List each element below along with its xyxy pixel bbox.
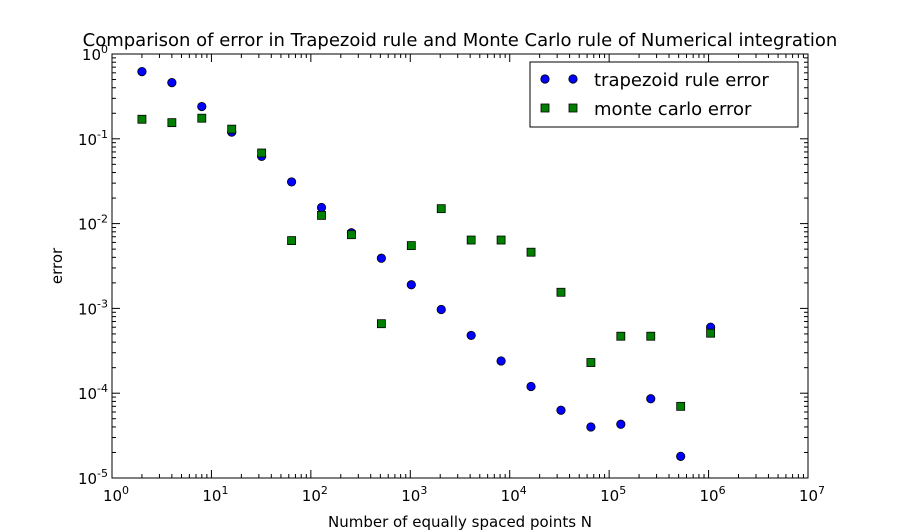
data-point-trapezoid xyxy=(466,330,476,341)
data-point-trapezoid xyxy=(286,177,297,187)
y-tick-label: 100 xyxy=(82,43,108,64)
data-point-trapezoid xyxy=(556,405,566,415)
legend-marker-monte-carlo xyxy=(568,103,578,113)
data-point-trapezoid xyxy=(167,77,177,88)
data-point-trapezoid xyxy=(586,422,596,432)
data-point-monte-carlo xyxy=(616,331,626,341)
data-point-monte-carlo xyxy=(496,235,506,245)
y-tick-label: 10-5 xyxy=(78,467,108,488)
data-point-trapezoid xyxy=(436,304,446,315)
legend: trapezoid rule error monte carlo error xyxy=(529,61,799,128)
data-point-monte-carlo xyxy=(436,204,446,214)
x-tick-label: 106 xyxy=(700,484,726,505)
data-point-trapezoid xyxy=(137,67,147,77)
data-point-monte-carlo xyxy=(706,328,716,338)
series-monte-carlo xyxy=(137,113,716,411)
x-tick-label: 105 xyxy=(600,484,626,505)
data-point-trapezoid xyxy=(676,451,686,461)
data-point-monte-carlo xyxy=(556,287,566,297)
data-point-monte-carlo xyxy=(526,247,536,257)
legend-label-monte-carlo: monte carlo error xyxy=(594,99,752,120)
data-point-trapezoid xyxy=(316,202,327,213)
data-point-trapezoid xyxy=(616,419,626,429)
data-point-monte-carlo xyxy=(167,118,177,128)
y-axis-label: error xyxy=(48,247,66,284)
x-tick-label: 101 xyxy=(202,484,228,505)
x-tick-label: 100 xyxy=(103,484,129,505)
legend-marker-monte-carlo xyxy=(540,103,550,113)
data-point-monte-carlo xyxy=(197,113,207,123)
data-point-monte-carlo xyxy=(676,401,686,411)
data-point-monte-carlo xyxy=(586,358,596,367)
legend-marker-trapezoid xyxy=(568,74,578,84)
legend-marker-trapezoid xyxy=(540,74,550,84)
data-point-monte-carlo xyxy=(257,148,267,158)
data-point-monte-carlo xyxy=(227,124,237,134)
legend-label-trapezoid: trapezoid rule error xyxy=(594,70,769,91)
axis-ticks: 100 101 102 103 104 105 106 107 100 10-1 10-2 10-3 1… xyxy=(78,43,825,505)
y-tick-label: 10-4 xyxy=(78,382,108,403)
x-tick-label: 103 xyxy=(401,484,427,505)
x-tick-label: 104 xyxy=(501,484,527,505)
data-point-trapezoid xyxy=(406,280,416,290)
y-tick-label: 10-3 xyxy=(78,297,108,318)
x-tick-label: 102 xyxy=(302,484,328,505)
data-point-trapezoid xyxy=(197,101,207,112)
data-point-monte-carlo xyxy=(466,235,476,245)
data-point-monte-carlo xyxy=(406,241,416,251)
y-tick-label: 10-1 xyxy=(78,128,108,149)
data-point-monte-carlo xyxy=(347,230,356,240)
data-point-monte-carlo xyxy=(287,236,296,246)
x-tick-label: 107 xyxy=(799,484,825,505)
legend-markers xyxy=(540,74,578,113)
data-point-monte-carlo xyxy=(137,114,147,124)
x-axis-label: Number of equally spaced points N xyxy=(328,513,592,531)
y-tick-label: 10-2 xyxy=(78,213,108,234)
axes-frame xyxy=(111,53,809,479)
data-point-monte-carlo xyxy=(376,319,386,329)
data-point-trapezoid xyxy=(376,253,386,263)
data-point-monte-carlo xyxy=(646,331,656,341)
data-point-trapezoid xyxy=(496,356,506,366)
data-point-monte-carlo xyxy=(317,210,326,220)
data-point-trapezoid xyxy=(646,394,656,404)
series-group xyxy=(137,67,716,461)
data-point-trapezoid xyxy=(526,381,536,392)
legend-frame xyxy=(529,61,799,128)
chart-title: Comparison of error in Trapezoid rule an… xyxy=(83,30,838,51)
